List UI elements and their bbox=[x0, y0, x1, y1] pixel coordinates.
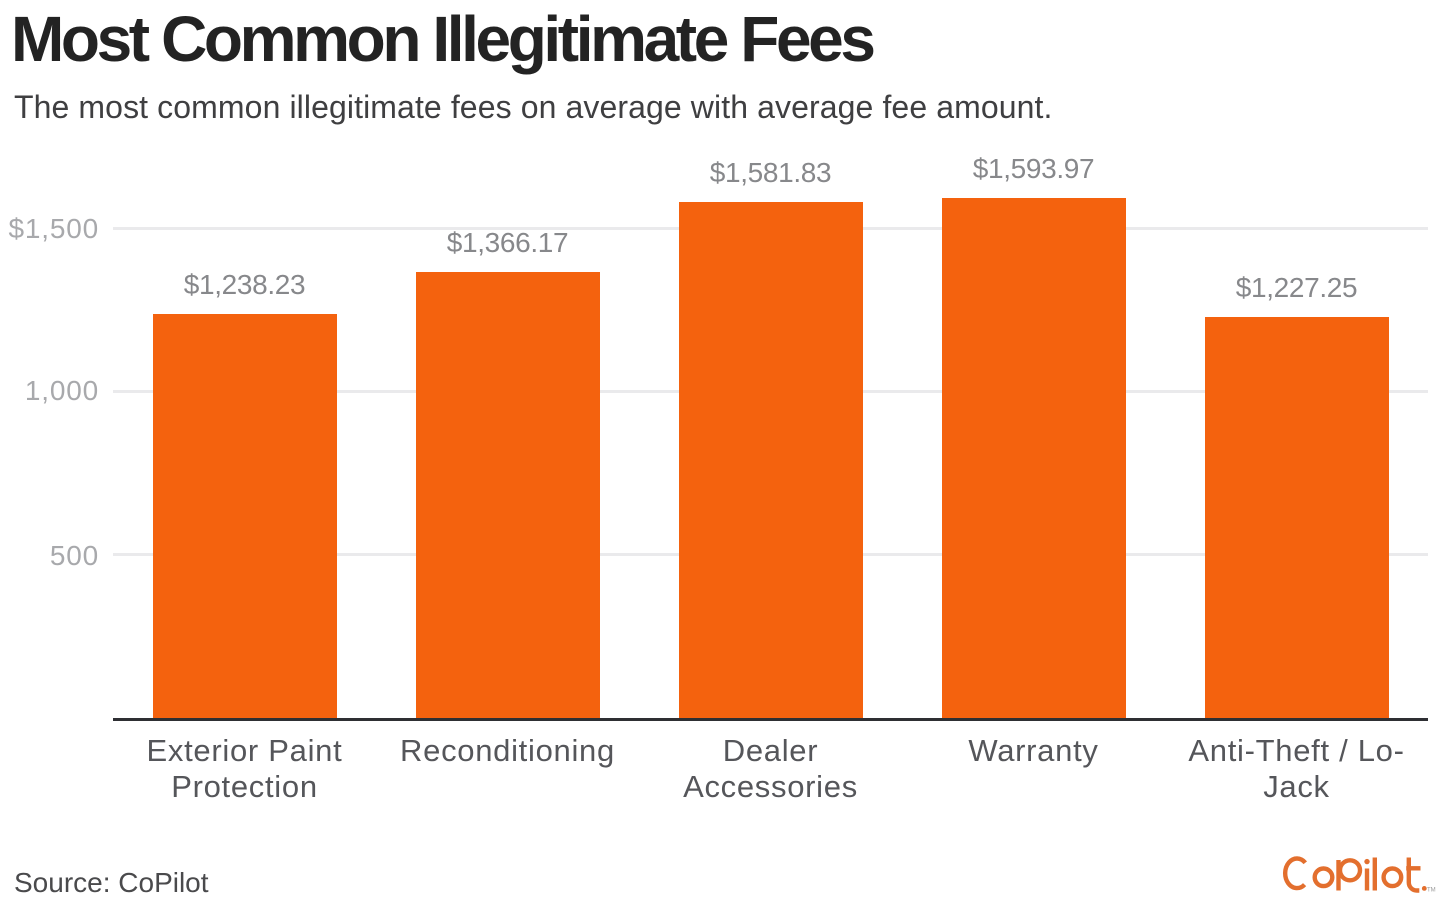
svg-text:TM: TM bbox=[1427, 888, 1436, 894]
